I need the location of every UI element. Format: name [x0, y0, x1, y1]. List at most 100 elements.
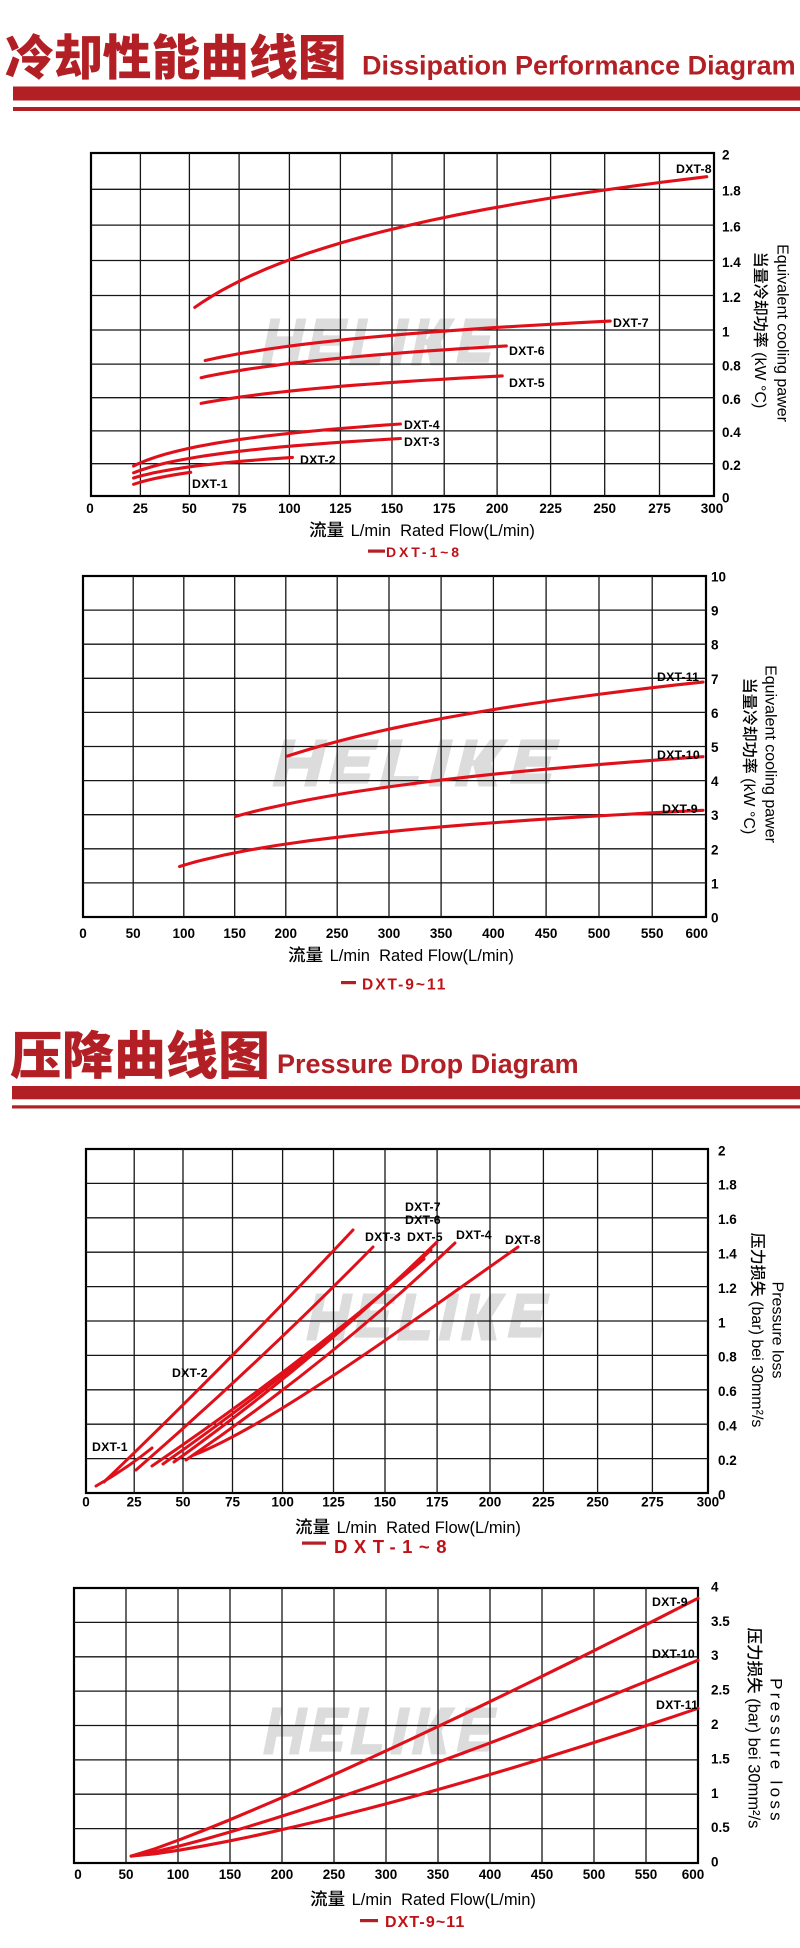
svg-text:2: 2 [718, 1143, 726, 1158]
svg-text:50: 50 [126, 926, 141, 941]
svg-text:300: 300 [701, 501, 724, 516]
svg-text:1.2: 1.2 [718, 1281, 737, 1296]
svg-text:DXT-4: DXT-4 [456, 1228, 492, 1242]
svg-text:600: 600 [682, 1867, 705, 1882]
svg-text:DXT-9~11: DXT-9~11 [385, 1914, 465, 1931]
svg-text:(kW °C): (kW °C) [740, 774, 757, 835]
svg-text:DXT-2: DXT-2 [172, 1366, 208, 1380]
svg-text:Pressure loss: Pressure loss [767, 1678, 786, 1824]
svg-text:9: 9 [711, 604, 719, 619]
svg-text:50: 50 [118, 1867, 133, 1882]
svg-text:1.6: 1.6 [718, 1212, 737, 1227]
svg-text:0: 0 [711, 1855, 719, 1870]
svg-text:100: 100 [271, 1495, 294, 1510]
svg-text:200: 200 [275, 926, 298, 941]
svg-text:450: 450 [531, 1867, 554, 1882]
svg-text:DXT-9: DXT-9 [662, 802, 698, 816]
svg-text:250: 250 [326, 926, 349, 941]
svg-text:1.4: 1.4 [718, 1247, 737, 1262]
svg-text:0: 0 [82, 1495, 90, 1510]
svg-text:DXT-10: DXT-10 [657, 748, 700, 762]
svg-text:400: 400 [482, 926, 505, 941]
svg-text:200: 200 [271, 1867, 294, 1882]
svg-text:Dissipation Performance Diagra: Dissipation Performance Diagram [362, 51, 796, 81]
svg-text:250: 250 [323, 1867, 346, 1882]
svg-text:0.4: 0.4 [722, 425, 741, 440]
svg-text:1.8: 1.8 [722, 184, 741, 199]
svg-text:DXT-1: DXT-1 [192, 477, 228, 491]
svg-text:200: 200 [486, 501, 509, 516]
svg-text:0: 0 [718, 1487, 726, 1502]
svg-text:1.5: 1.5 [711, 1751, 730, 1766]
svg-text:2.5: 2.5 [711, 1683, 730, 1698]
svg-text:0: 0 [722, 490, 730, 505]
svg-text:L/min Rated Flow(L/min): L/min Rated Flow(L/min) [351, 522, 535, 540]
svg-text:Pressure loss: Pressure loss [769, 1282, 786, 1379]
svg-text:150: 150 [223, 926, 246, 941]
svg-text:1.8: 1.8 [718, 1178, 737, 1193]
svg-text:225: 225 [532, 1495, 555, 1510]
svg-text:75: 75 [232, 501, 248, 516]
svg-text:DXT-7: DXT-7 [405, 1200, 441, 1214]
svg-text:3: 3 [711, 1648, 719, 1663]
svg-text:550: 550 [641, 926, 664, 941]
svg-text:DXT-6: DXT-6 [509, 344, 545, 358]
svg-text:(bar) bei 30mm²/s: (bar) bei 30mm²/s [745, 1694, 763, 1829]
svg-text:100: 100 [167, 1867, 190, 1882]
svg-text:DXT-6: DXT-6 [405, 1213, 441, 1227]
svg-text:10: 10 [711, 570, 726, 585]
svg-text:25: 25 [127, 1495, 143, 1510]
svg-text:300: 300 [378, 926, 401, 941]
svg-text:L/min Rated Flow(L/min): L/min Rated Flow(L/min) [330, 947, 514, 965]
svg-text:0: 0 [86, 501, 94, 516]
svg-text:100: 100 [278, 501, 301, 516]
svg-text:DXT-8: DXT-8 [505, 1233, 541, 1247]
svg-text:4: 4 [711, 1580, 719, 1595]
svg-text:DXT-1~8: DXT-1~8 [386, 544, 462, 560]
svg-text:DXT-4: DXT-4 [404, 418, 440, 432]
svg-text:L/min Rated Flow(L/min): L/min Rated Flow(L/min) [352, 1891, 536, 1909]
svg-text:4: 4 [711, 774, 719, 789]
svg-text:125: 125 [322, 1495, 345, 1510]
svg-text:150: 150 [219, 1867, 242, 1882]
svg-text:DXT-5: DXT-5 [407, 1230, 443, 1244]
svg-text:175: 175 [433, 501, 456, 516]
svg-text:100: 100 [173, 926, 196, 941]
svg-text:1: 1 [722, 324, 730, 339]
svg-text:0.2: 0.2 [718, 1453, 737, 1468]
svg-text:DXT-10: DXT-10 [652, 1647, 695, 1661]
svg-text:2: 2 [711, 1717, 719, 1732]
svg-text:350: 350 [430, 926, 453, 941]
svg-text:6: 6 [711, 706, 719, 721]
svg-text:(bar) bei 30mm²/s: (bar) bei 30mm²/s [748, 1297, 765, 1428]
svg-text:DXT-11: DXT-11 [656, 1698, 698, 1712]
svg-text:DXT-11: DXT-11 [657, 670, 699, 684]
svg-text:150: 150 [381, 501, 404, 516]
svg-text:L/min Rated Flow(L/min): L/min Rated Flow(L/min) [337, 1519, 521, 1537]
svg-text:1: 1 [718, 1315, 726, 1330]
svg-text:DXT-1~8: DXT-1~8 [334, 1536, 453, 1557]
svg-text:600: 600 [686, 926, 709, 941]
svg-text:50: 50 [182, 501, 197, 516]
svg-text:0.6: 0.6 [722, 392, 741, 407]
svg-text:200: 200 [479, 1495, 502, 1510]
svg-text:500: 500 [583, 1867, 606, 1882]
svg-text:150: 150 [374, 1495, 397, 1510]
svg-text:0: 0 [711, 911, 719, 926]
svg-text:8: 8 [711, 638, 719, 653]
svg-text:3: 3 [711, 808, 719, 823]
svg-text:275: 275 [648, 501, 671, 516]
svg-text:DXT-1: DXT-1 [92, 1440, 128, 1454]
svg-text:25: 25 [133, 501, 149, 516]
svg-text:1.6: 1.6 [722, 219, 741, 234]
svg-text:DXT-7: DXT-7 [613, 316, 649, 330]
svg-text:0.2: 0.2 [722, 458, 741, 473]
svg-text:2: 2 [711, 842, 719, 857]
svg-text:0.6: 0.6 [718, 1384, 737, 1399]
svg-text:Equivalent cooling pawer: Equivalent cooling pawer [761, 665, 778, 844]
svg-text:DXT-9~11: DXT-9~11 [362, 977, 447, 994]
svg-text:2: 2 [722, 147, 730, 162]
svg-text:1: 1 [711, 1786, 719, 1801]
svg-text:1.2: 1.2 [722, 290, 741, 305]
svg-text:DXT-3: DXT-3 [365, 1230, 401, 1244]
